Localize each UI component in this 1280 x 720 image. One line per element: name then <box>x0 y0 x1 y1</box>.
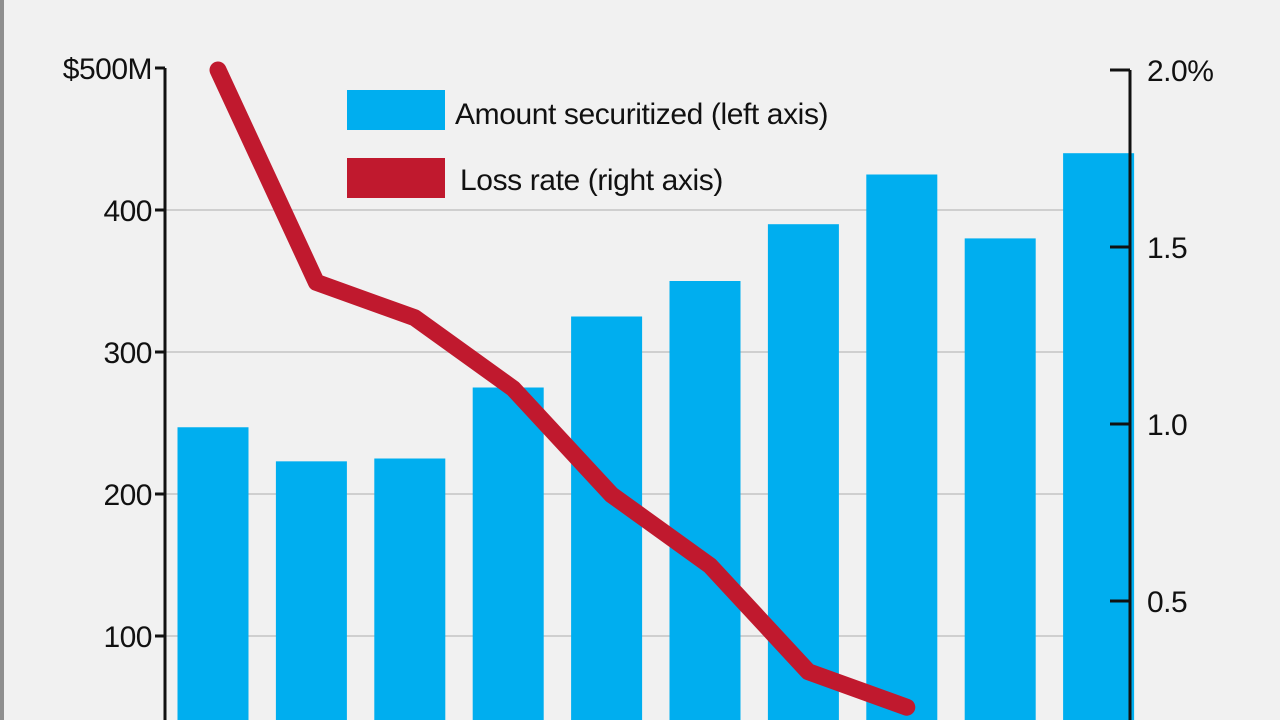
bar-amount-securitized <box>669 281 741 720</box>
line-loss-rate <box>209 61 916 716</box>
bar-amount-securitized <box>472 387 544 720</box>
left-axis-tick-label: 200 <box>103 479 152 512</box>
line-layer <box>209 61 916 716</box>
left-axis-tick-label: 300 <box>103 337 152 370</box>
legend-swatch-amount <box>347 90 445 130</box>
legend-swatch-loss <box>347 158 445 198</box>
bar-amount-securitized <box>177 427 249 720</box>
legend-label-loss: Loss rate (right axis) <box>460 164 723 197</box>
bar-amount-securitized <box>964 238 1036 720</box>
right-axis-tick-label: 1.0 <box>1147 409 1187 442</box>
left-axis-tick-label: $500M <box>63 53 152 86</box>
right-axis-tick-label: 2.0% <box>1147 55 1213 88</box>
frame-left-border <box>0 0 4 720</box>
right-axis-tick-label: 1.5 <box>1147 232 1187 265</box>
right-axis-tick-label: 0.5 <box>1147 586 1187 619</box>
legend-label-amount: Amount securitized (left axis) <box>455 98 828 131</box>
left-axis-tick-label: 100 <box>103 621 152 654</box>
bar-amount-securitized <box>866 174 938 720</box>
bar-amount-securitized <box>275 461 347 720</box>
bar-amount-securitized <box>1063 153 1135 720</box>
axes-layer: 100 200 300 400 $500M 0.5 1.0 1.5 2.0% <box>63 53 1214 720</box>
left-axis-tick-label: 400 <box>103 195 152 228</box>
legend: Amount securitized (left axis) Loss rate… <box>347 90 829 198</box>
bar-amount-securitized <box>374 458 446 720</box>
bars-layer <box>177 153 1135 720</box>
